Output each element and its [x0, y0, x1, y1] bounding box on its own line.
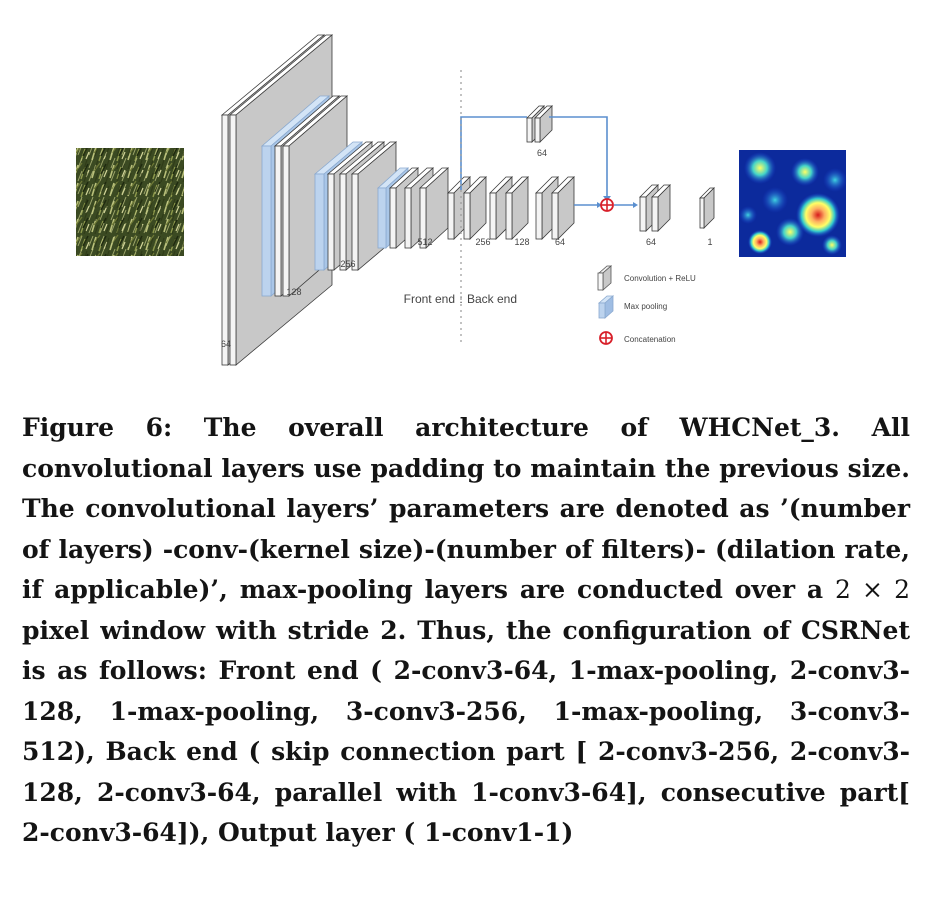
concatenation-icon — [600, 198, 614, 212]
legend: Convolution + ReLU Max pooling Concatena… — [597, 265, 696, 345]
front-end-label: Front end — [404, 292, 455, 306]
caption-math: 2 × 2 — [835, 575, 911, 604]
size-label-256-back: 256 — [475, 237, 490, 247]
network-diagram — [220, 34, 715, 366]
density-map-output — [739, 150, 847, 257]
figure-caption: Figure 6: The overall architecture of WH… — [22, 408, 910, 854]
output-conv-64-b — [651, 184, 671, 232]
caption-label: Figure 6: — [22, 413, 173, 442]
legend-conv-icon — [597, 265, 613, 291]
size-label-256: 256 — [340, 259, 355, 269]
legend-concat-label: Concatenation — [624, 335, 676, 344]
legend-conv-label: Convolution + ReLU — [624, 274, 696, 283]
parallel-conv-64-b — [534, 105, 553, 143]
legend-pool-icon — [597, 295, 615, 319]
caption-text: The overall architecture of WHCNet_3. Al… — [22, 413, 910, 604]
conv-layer-512-c — [418, 167, 450, 249]
split-divider-label: : — [459, 292, 462, 306]
size-label-1-output: 1 — [707, 237, 712, 247]
conv-layer-64-back-b — [551, 176, 575, 240]
size-label-128: 128 — [286, 287, 301, 297]
conv-layer-128-back-b — [505, 176, 529, 240]
legend-pool-label: Max pooling — [624, 302, 667, 311]
skip-connection — [460, 116, 634, 206]
caption-text-cont: pixel window with stride 2. Thus, the co… — [22, 615, 910, 848]
input-image — [76, 148, 184, 256]
conv-layer-256-back-b — [463, 176, 487, 240]
size-label-128-back: 128 — [514, 237, 529, 247]
output-conv-1 — [699, 187, 715, 229]
size-label-64-output: 64 — [646, 237, 656, 247]
size-label-64-parallel: 64 — [537, 148, 547, 158]
legend-concat-icon — [599, 331, 613, 345]
size-label-64: 64 — [221, 339, 231, 349]
size-label-512: 512 — [417, 237, 432, 247]
architecture-figure: 64 128 256 512 256 128 64 64 64 1 Front … — [0, 0, 936, 400]
back-end-label: Back end — [467, 292, 517, 306]
size-label-64-back: 64 — [555, 237, 565, 247]
